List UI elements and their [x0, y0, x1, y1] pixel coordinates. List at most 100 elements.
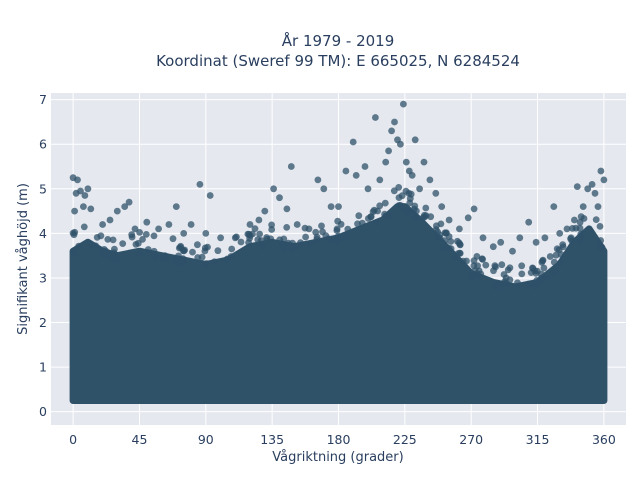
data-point: [474, 262, 481, 270]
data-point: [573, 183, 581, 191]
data-point: [261, 207, 269, 215]
data-point: [569, 225, 576, 232]
data-point: [320, 185, 328, 193]
dense-band-fill: [69, 203, 608, 404]
data-point: [600, 176, 608, 184]
y-tick-label: 1: [39, 360, 47, 375]
data-point: [529, 264, 536, 272]
data-point: [231, 234, 239, 242]
data-point: [577, 230, 585, 238]
data-point: [538, 258, 546, 266]
data-point: [119, 240, 127, 248]
data-point: [543, 274, 551, 282]
data-point: [281, 242, 288, 250]
data-point: [104, 252, 112, 259]
y-tick-label: 3: [39, 270, 47, 285]
data-point: [70, 248, 78, 256]
data-point: [420, 158, 428, 166]
data-point: [576, 224, 584, 232]
data-point: [533, 267, 541, 275]
data-point: [447, 245, 455, 253]
data-point: [532, 238, 540, 246]
data-point: [335, 203, 342, 211]
data-point: [408, 172, 416, 179]
data-point: [136, 251, 144, 258]
data-point: [169, 235, 177, 243]
data-point: [492, 283, 500, 291]
data-point: [516, 234, 524, 242]
data-point: [426, 176, 434, 184]
data-point: [344, 225, 352, 233]
x-tick-label: 315: [526, 432, 550, 447]
data-point: [386, 211, 394, 219]
data-point: [71, 207, 78, 215]
data-point: [81, 192, 89, 199]
data-point: [80, 203, 87, 211]
data-point: [342, 167, 350, 175]
data-point: [376, 176, 384, 184]
data-point: [80, 223, 88, 231]
data-point: [492, 263, 499, 271]
data-point: [289, 239, 296, 247]
data-point: [577, 213, 585, 221]
data-point: [142, 231, 150, 238]
data-point: [412, 214, 419, 221]
data-point: [464, 214, 472, 222]
data-point: [592, 216, 600, 224]
data-point: [334, 232, 342, 240]
data-point: [477, 270, 485, 278]
data-point: [443, 229, 450, 237]
data-point: [237, 238, 245, 246]
x-tick-label: 225: [393, 432, 417, 447]
data-point: [246, 221, 254, 228]
data-point: [263, 234, 270, 241]
data-point: [502, 274, 510, 282]
data-point: [165, 221, 173, 228]
data-point: [206, 192, 214, 199]
data-point: [217, 234, 225, 242]
data-point: [395, 194, 403, 202]
data-point: [591, 189, 599, 197]
data-point: [482, 261, 490, 269]
data-point: [455, 239, 463, 247]
y-axis-ticks: 0 1 2 3 4 5 6 7: [39, 92, 47, 419]
data-point: [70, 231, 78, 239]
y-tick-label: 5: [39, 181, 47, 196]
data-point: [416, 185, 423, 193]
data-point: [136, 229, 144, 236]
data-point: [293, 221, 301, 228]
data-point: [318, 222, 325, 230]
data-point: [571, 216, 578, 224]
x-tick-label: 135: [260, 432, 284, 447]
data-point: [556, 230, 564, 237]
data-point: [541, 234, 549, 242]
y-tick-label: 0: [39, 404, 47, 419]
data-point: [314, 176, 322, 184]
x-axis-ticks: 0 45 90 135 180 225 270 315 360: [69, 432, 616, 447]
data-point: [352, 172, 360, 179]
data-point: [313, 233, 321, 241]
data-point: [400, 100, 407, 108]
y-axis-title: Signifikant våghöjd (m): [16, 183, 31, 335]
data-point: [550, 269, 558, 276]
data-point: [406, 195, 414, 203]
data-point: [388, 127, 395, 135]
data-point: [251, 225, 259, 233]
data-point: [451, 253, 459, 261]
data-point: [327, 203, 335, 211]
data-point: [376, 202, 384, 210]
data-point: [588, 181, 596, 188]
data-point: [456, 249, 463, 257]
data-point: [447, 238, 455, 245]
data-point: [552, 251, 560, 259]
data-point: [255, 216, 263, 224]
data-point: [563, 225, 571, 233]
y-tick-label: 7: [39, 92, 47, 107]
y-tick-label: 6: [39, 137, 47, 152]
data-point: [283, 205, 291, 213]
data-point: [99, 221, 106, 228]
data-point: [540, 264, 548, 272]
data-point: [391, 118, 398, 126]
data-point: [139, 236, 146, 243]
x-axis-title: Vågriktning (grader): [272, 450, 403, 465]
